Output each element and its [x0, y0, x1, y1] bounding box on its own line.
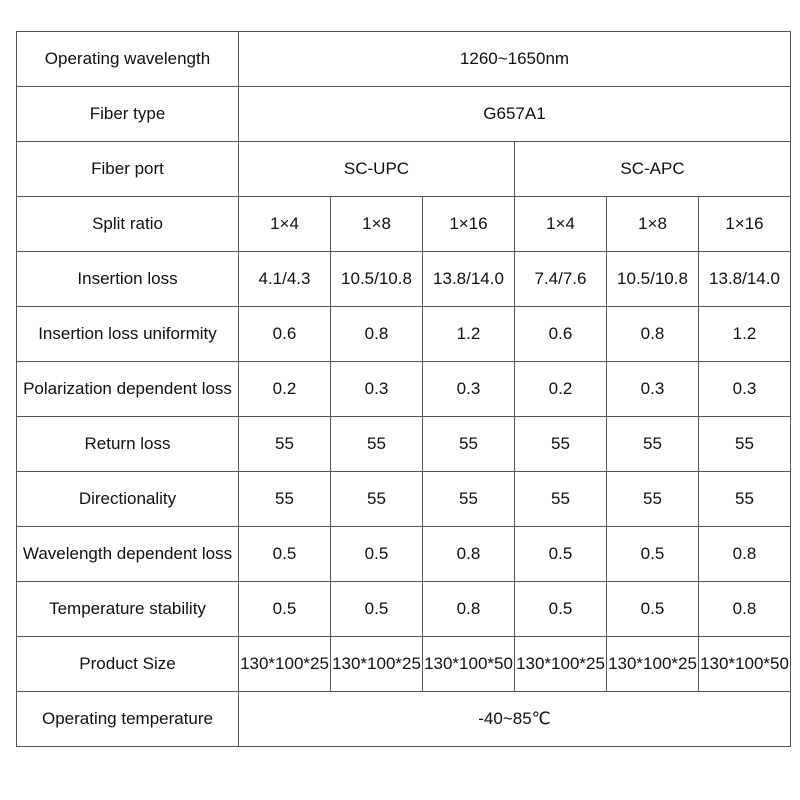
row-product-size: Product Size 130*100*25 130*100*25 130*1…	[16, 636, 791, 692]
table-cell: 10.5/10.8	[330, 251, 423, 307]
table-cell: 7.4/7.6	[514, 251, 607, 307]
table-cell: 1×4	[514, 196, 607, 252]
table-cell: 0.8	[606, 306, 699, 362]
table-cell: 10.5/10.8	[606, 251, 699, 307]
row-return-loss: Return loss 55 55 55 55 55 55	[16, 416, 791, 472]
table-cell: 0.8	[698, 581, 791, 637]
table-cell: 55	[330, 416, 423, 472]
table-cell: 4.1/4.3	[238, 251, 331, 307]
table-cell: 0.2	[514, 361, 607, 417]
label-polarization-dependent-loss: Polarization dependent loss	[16, 361, 239, 417]
table-cell: 0.5	[238, 581, 331, 637]
row-polarization-dependent-loss: Polarization dependent loss 0.2 0.3 0.3 …	[16, 361, 791, 417]
table-cell: 1×16	[422, 196, 515, 252]
table-cell: 55	[698, 471, 791, 527]
row-wavelength-dependent-loss: Wavelength dependent loss 0.5 0.5 0.8 0.…	[16, 526, 791, 582]
table-cell: 0.6	[238, 306, 331, 362]
table-cell: 0.2	[238, 361, 331, 417]
label-wavelength-dependent-loss: Wavelength dependent loss	[16, 526, 239, 582]
table-cell: 13.8/14.0	[698, 251, 791, 307]
table-cell: 130*100*25	[238, 636, 331, 692]
row-directionality: Directionality 55 55 55 55 55 55	[16, 471, 791, 527]
table-cell: 55	[422, 471, 515, 527]
label-product-size: Product Size	[16, 636, 239, 692]
table-cell: 0.6	[514, 306, 607, 362]
table-cell: 0.5	[606, 581, 699, 637]
table-cell: 55	[514, 471, 607, 527]
value-fiber-type: G657A1	[238, 86, 791, 142]
table-cell: 0.3	[422, 361, 515, 417]
table-cell: 0.3	[698, 361, 791, 417]
table-cell: 0.5	[514, 581, 607, 637]
table-cell: 0.8	[698, 526, 791, 582]
row-insertion-loss: Insertion loss 4.1/4.3 10.5/10.8 13.8/14…	[16, 251, 791, 307]
label-temperature-stability: Temperature stability	[16, 581, 239, 637]
table-cell: 130*100*25	[606, 636, 699, 692]
table-cell: 0.5	[238, 526, 331, 582]
table-cell: 1×8	[330, 196, 423, 252]
label-split-ratio: Split ratio	[16, 196, 239, 252]
row-split-ratio: Split ratio 1×4 1×8 1×16 1×4 1×8 1×16	[16, 196, 791, 252]
label-fiber-type: Fiber type	[16, 86, 239, 142]
label-fiber-port: Fiber port	[16, 141, 239, 197]
table-cell: 0.8	[422, 581, 515, 637]
table-cell: 55	[330, 471, 423, 527]
table-cell: 55	[514, 416, 607, 472]
row-operating-wavelength: Operating wavelength 1260~1650nm	[16, 31, 791, 87]
row-operating-temperature: Operating temperature -40~85℃	[16, 691, 791, 747]
table-cell: 13.8/14.0	[422, 251, 515, 307]
table-cell: 55	[422, 416, 515, 472]
table-cell: 0.5	[514, 526, 607, 582]
value-operating-wavelength: 1260~1650nm	[238, 31, 791, 87]
label-operating-wavelength: Operating wavelength	[16, 31, 239, 87]
row-insertion-loss-uniformity: Insertion loss uniformity 0.6 0.8 1.2 0.…	[16, 306, 791, 362]
table-cell: 130*100*50	[422, 636, 515, 692]
table-cell: 1×4	[238, 196, 331, 252]
label-operating-temperature: Operating temperature	[16, 691, 239, 747]
label-return-loss: Return loss	[16, 416, 239, 472]
value-fiber-port-upc: SC-UPC	[238, 141, 515, 197]
table-cell: 55	[698, 416, 791, 472]
table-cell: 0.8	[422, 526, 515, 582]
table-cell: 0.5	[606, 526, 699, 582]
spec-table: Operating wavelength 1260~1650nm Fiber t…	[16, 31, 791, 747]
table-cell: 0.3	[606, 361, 699, 417]
table-cell: 55	[238, 416, 331, 472]
table-cell: 1×8	[606, 196, 699, 252]
row-fiber-port: Fiber port SC-UPC SC-APC	[16, 141, 791, 197]
table-cell: 1.2	[422, 306, 515, 362]
table-cell: 130*100*25	[330, 636, 423, 692]
table-cell: 0.8	[330, 306, 423, 362]
table-cell: 1×16	[698, 196, 791, 252]
label-insertion-loss: Insertion loss	[16, 251, 239, 307]
label-directionality: Directionality	[16, 471, 239, 527]
row-temperature-stability: Temperature stability 0.5 0.5 0.8 0.5 0.…	[16, 581, 791, 637]
table-cell: 130*100*50	[698, 636, 791, 692]
table-cell: 1.2	[698, 306, 791, 362]
value-operating-temperature: -40~85℃	[238, 691, 791, 747]
table-cell: 0.3	[330, 361, 423, 417]
table-cell: 55	[238, 471, 331, 527]
label-insertion-loss-uniformity: Insertion loss uniformity	[16, 306, 239, 362]
table-cell: 130*100*25	[514, 636, 607, 692]
value-fiber-port-apc: SC-APC	[514, 141, 791, 197]
table-cell: 0.5	[330, 581, 423, 637]
table-cell: 55	[606, 471, 699, 527]
table-cell: 0.5	[330, 526, 423, 582]
row-fiber-type: Fiber type G657A1	[16, 86, 791, 142]
table-cell: 55	[606, 416, 699, 472]
